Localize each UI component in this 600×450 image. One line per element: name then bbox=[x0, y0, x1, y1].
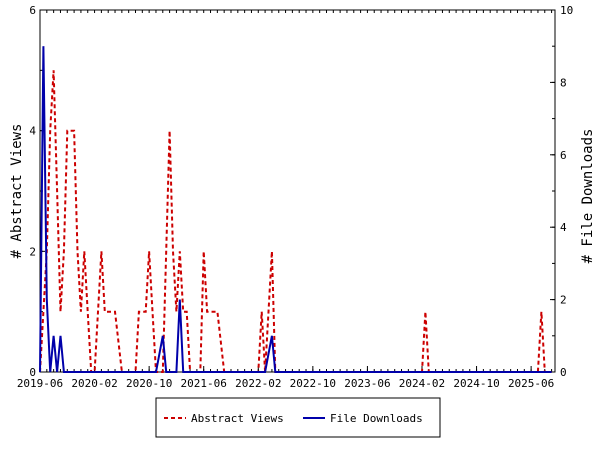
tick-labels: 2019-06 2020-02 2020-10 2021-06 2022-02 2022-… bbox=[17, 4, 573, 390]
x-tick-label: 2021-06 bbox=[181, 377, 227, 390]
legend-label-abstract-views: Abstract Views bbox=[191, 412, 284, 425]
y-left-tick-label: 2 bbox=[29, 245, 36, 258]
legend: Abstract Views File Downloads bbox=[155, 397, 441, 438]
x-tick-label: 2024-02 bbox=[399, 377, 445, 390]
y-axis-left-title: # Abstract Views bbox=[9, 124, 25, 259]
x-tick-label: 2020-02 bbox=[71, 377, 117, 390]
y-left-tick-label: 4 bbox=[29, 125, 36, 138]
y-left-tick-label: 6 bbox=[29, 4, 36, 17]
plot-frame bbox=[39, 9, 556, 373]
y-right-tick-label: 10 bbox=[560, 4, 573, 17]
x-tick-label: 2019-06 bbox=[17, 377, 63, 390]
x-tick-label: 2025-06 bbox=[508, 377, 554, 390]
x-tick-label: 2022-02 bbox=[235, 377, 281, 390]
y-axis-right-title: # File Downloads bbox=[580, 129, 596, 264]
axis-ticks bbox=[39, 9, 555, 373]
x-tick-label: 2020-10 bbox=[126, 377, 172, 390]
y-right-tick-label: 2 bbox=[560, 294, 567, 307]
series-layer bbox=[39, 46, 552, 373]
series-line-file-downloads bbox=[39, 46, 552, 373]
series-line-abstract-views bbox=[39, 70, 552, 373]
legend-box bbox=[155, 397, 441, 438]
x-tick-label: 2023-06 bbox=[344, 377, 390, 390]
x-tick-label: 2024-10 bbox=[453, 377, 499, 390]
y-right-tick-label: 6 bbox=[560, 149, 567, 162]
y-right-tick-label: 8 bbox=[560, 76, 567, 89]
legend-label-file-downloads: File Downloads bbox=[330, 412, 423, 425]
x-tick-label: 2022-10 bbox=[290, 377, 336, 390]
y-left-tick-label: 0 bbox=[29, 366, 36, 379]
y-right-tick-label: 4 bbox=[560, 221, 567, 234]
y-right-tick-label: 0 bbox=[560, 366, 567, 379]
